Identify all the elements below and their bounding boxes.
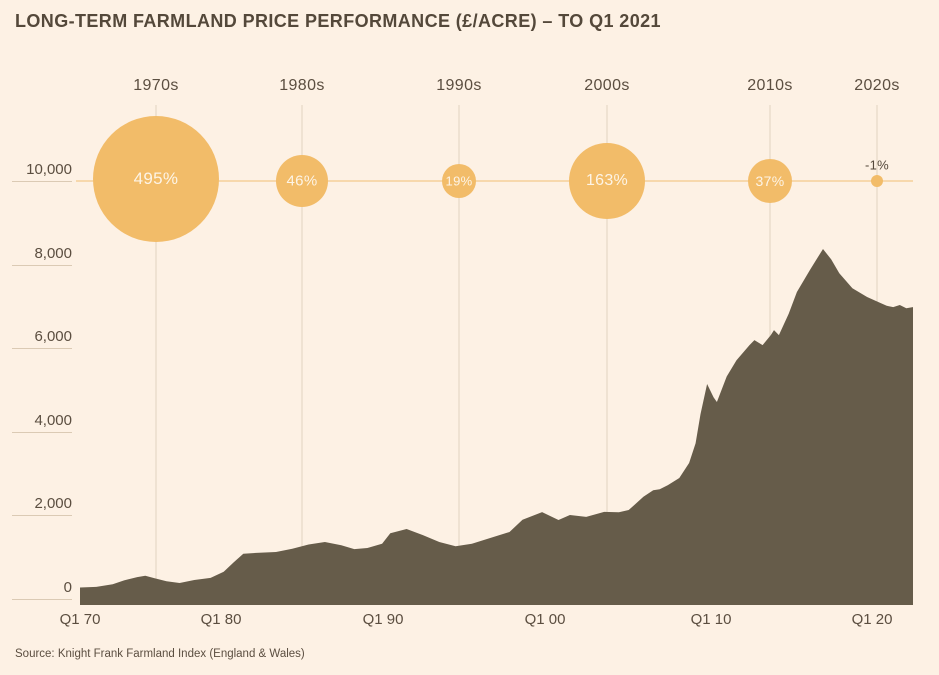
bubble-2000s [569,143,645,219]
bubble-2010s [748,159,792,203]
decade-label-2020s: 2020s [854,77,900,94]
bubble-value-2020s: -1% [864,157,890,173]
farmland-price-area [80,249,913,605]
bubble-value-2000s: 163% [585,172,629,189]
decade-label-1980s: 1980s [279,77,325,94]
x-tick-q1-10: Q1 10 [690,611,732,628]
y-tick-2000: 2,000 [12,493,72,516]
y-tick-8000: 8,000 [12,243,72,266]
y-tick-6000: 6,000 [12,326,72,349]
x-tick-q1-70: Q1 70 [59,611,101,628]
y-tick-10000: 10,000 [12,159,72,182]
x-tick-q1-20: Q1 20 [851,611,893,628]
page-title: LONG-TERM FARMLAND PRICE PERFORMANCE (£/… [15,11,661,31]
bubble-value-1970s: 495% [133,169,179,188]
decade-label-1990s: 1990s [436,77,482,94]
bubble-1970s [93,116,219,242]
x-tick-q1-00: Q1 00 [524,611,566,628]
y-tick-0: 0 [12,577,72,600]
bubble-1980s [276,155,328,207]
source-note: Source: Knight Frank Farmland Index (Eng… [15,648,305,660]
x-tick-q1-80: Q1 80 [200,611,242,628]
bubble-value-1980s: 46% [286,172,318,190]
bubble-value-2010s: 37% [755,173,785,189]
decade-label-1970s: 1970s [133,77,179,94]
x-tick-q1-90: Q1 90 [362,611,404,628]
decade-label-2000s: 2000s [584,77,630,94]
bubble-value-1990s: 19% [445,173,473,189]
decade-label-2010s: 2010s [747,77,793,94]
bubble-2020s [871,175,883,187]
y-tick-4000: 4,000 [12,410,72,433]
bubble-1990s [442,164,476,198]
